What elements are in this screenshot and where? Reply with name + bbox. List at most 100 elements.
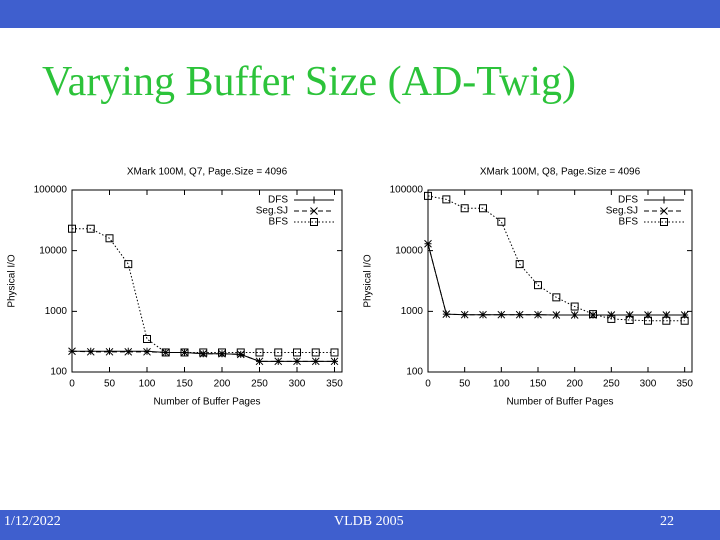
footer-venue: VLDB 2005 <box>334 514 404 529</box>
marker <box>310 207 318 215</box>
legend-label: Seg.SJ <box>256 206 288 217</box>
marker <box>293 348 301 357</box>
marker <box>236 348 245 357</box>
x-tick-label: 300 <box>640 379 657 390</box>
marker <box>424 191 432 200</box>
series-line <box>427 243 685 316</box>
x-axis-label: Number of Buffer Pages <box>153 397 260 408</box>
marker <box>660 218 668 226</box>
x-tick-label: 200 <box>214 379 231 390</box>
legend-label: BFS <box>619 217 639 228</box>
page-number: 22 <box>660 514 674 529</box>
x-tick-label: 150 <box>530 379 547 390</box>
series-line <box>72 228 335 353</box>
marker <box>180 348 189 357</box>
x-tick-label: 100 <box>493 379 510 390</box>
marker <box>680 316 689 325</box>
marker <box>497 217 506 226</box>
marker <box>330 357 339 366</box>
x-axis-label: Number of Buffer Pages <box>506 397 613 408</box>
marker <box>86 224 95 233</box>
x-tick-label: 0 <box>69 379 75 390</box>
marker <box>274 357 283 366</box>
marker <box>199 348 208 357</box>
y-tick-label: 100000 <box>390 185 424 196</box>
x-tick-label: 250 <box>251 379 268 390</box>
marker <box>552 293 561 302</box>
slide-title: Varying Buffer Size (AD-Twig) <box>42 59 576 105</box>
marker <box>255 357 264 366</box>
marker <box>311 357 320 366</box>
chart-title: XMark 100M, Q8, Page.Size = 4096 <box>480 167 641 178</box>
marker <box>460 310 469 319</box>
marker <box>625 315 634 324</box>
y-tick-label: 100000 <box>34 185 68 196</box>
marker <box>310 218 318 226</box>
x-tick-label: 0 <box>425 379 431 390</box>
marker <box>570 302 579 311</box>
x-tick-label: 150 <box>176 379 193 390</box>
x-tick-label: 200 <box>566 379 583 390</box>
plot-frame <box>427 189 693 373</box>
marker <box>86 347 95 356</box>
y-tick-label: 1000 <box>45 306 68 317</box>
marker <box>68 224 76 233</box>
x-tick-label: 250 <box>603 379 620 390</box>
x-tick-label: 300 <box>289 379 306 390</box>
legend-label: DFS <box>268 195 288 206</box>
marker <box>124 347 133 356</box>
marker <box>180 348 189 357</box>
marker <box>497 310 506 319</box>
marker <box>589 310 597 319</box>
legend-label: BFS <box>269 217 289 228</box>
marker <box>534 310 542 319</box>
x-tick-label: 50 <box>459 379 471 390</box>
marker <box>534 281 542 290</box>
series-line <box>427 243 685 316</box>
legend-label: DFS <box>618 195 638 206</box>
y-tick-label: 100 <box>406 367 423 378</box>
x-tick-label: 50 <box>104 379 116 390</box>
marker <box>143 334 151 343</box>
marker <box>161 348 170 357</box>
marker <box>218 348 226 357</box>
y-tick-label: 10000 <box>39 245 67 256</box>
marker <box>644 316 652 325</box>
marker <box>570 311 579 319</box>
marker <box>68 347 76 356</box>
x-tick-label: 350 <box>326 379 343 390</box>
y-axis-label: Physical I/O <box>363 254 374 308</box>
marker <box>442 310 451 318</box>
x-tick-label: 350 <box>676 379 693 390</box>
marker <box>255 348 264 357</box>
marker <box>660 207 668 215</box>
marker <box>625 311 634 319</box>
marker <box>274 348 283 357</box>
series-line <box>427 195 685 322</box>
chart-title: XMark 100M, Q7, Page.Size = 4096 <box>127 167 288 178</box>
marker <box>552 311 561 319</box>
marker <box>330 348 339 357</box>
marker <box>293 357 301 366</box>
y-tick-label: 1000 <box>401 306 424 317</box>
marker <box>660 196 668 204</box>
marker <box>607 314 616 323</box>
marker <box>479 310 487 319</box>
marker <box>662 316 671 325</box>
marker <box>124 260 133 269</box>
marker <box>460 204 469 213</box>
marker <box>105 347 114 356</box>
plot-frame <box>71 189 343 373</box>
marker <box>515 310 524 319</box>
y-axis-label: Physical I/O <box>7 254 18 308</box>
legend-label: Seg.SJ <box>606 206 638 217</box>
marker <box>105 234 114 243</box>
bottom-bar <box>0 510 720 540</box>
marker <box>143 347 151 356</box>
top-bar <box>0 0 720 28</box>
marker <box>479 204 487 213</box>
y-tick-label: 100 <box>50 367 67 378</box>
marker <box>424 239 432 248</box>
